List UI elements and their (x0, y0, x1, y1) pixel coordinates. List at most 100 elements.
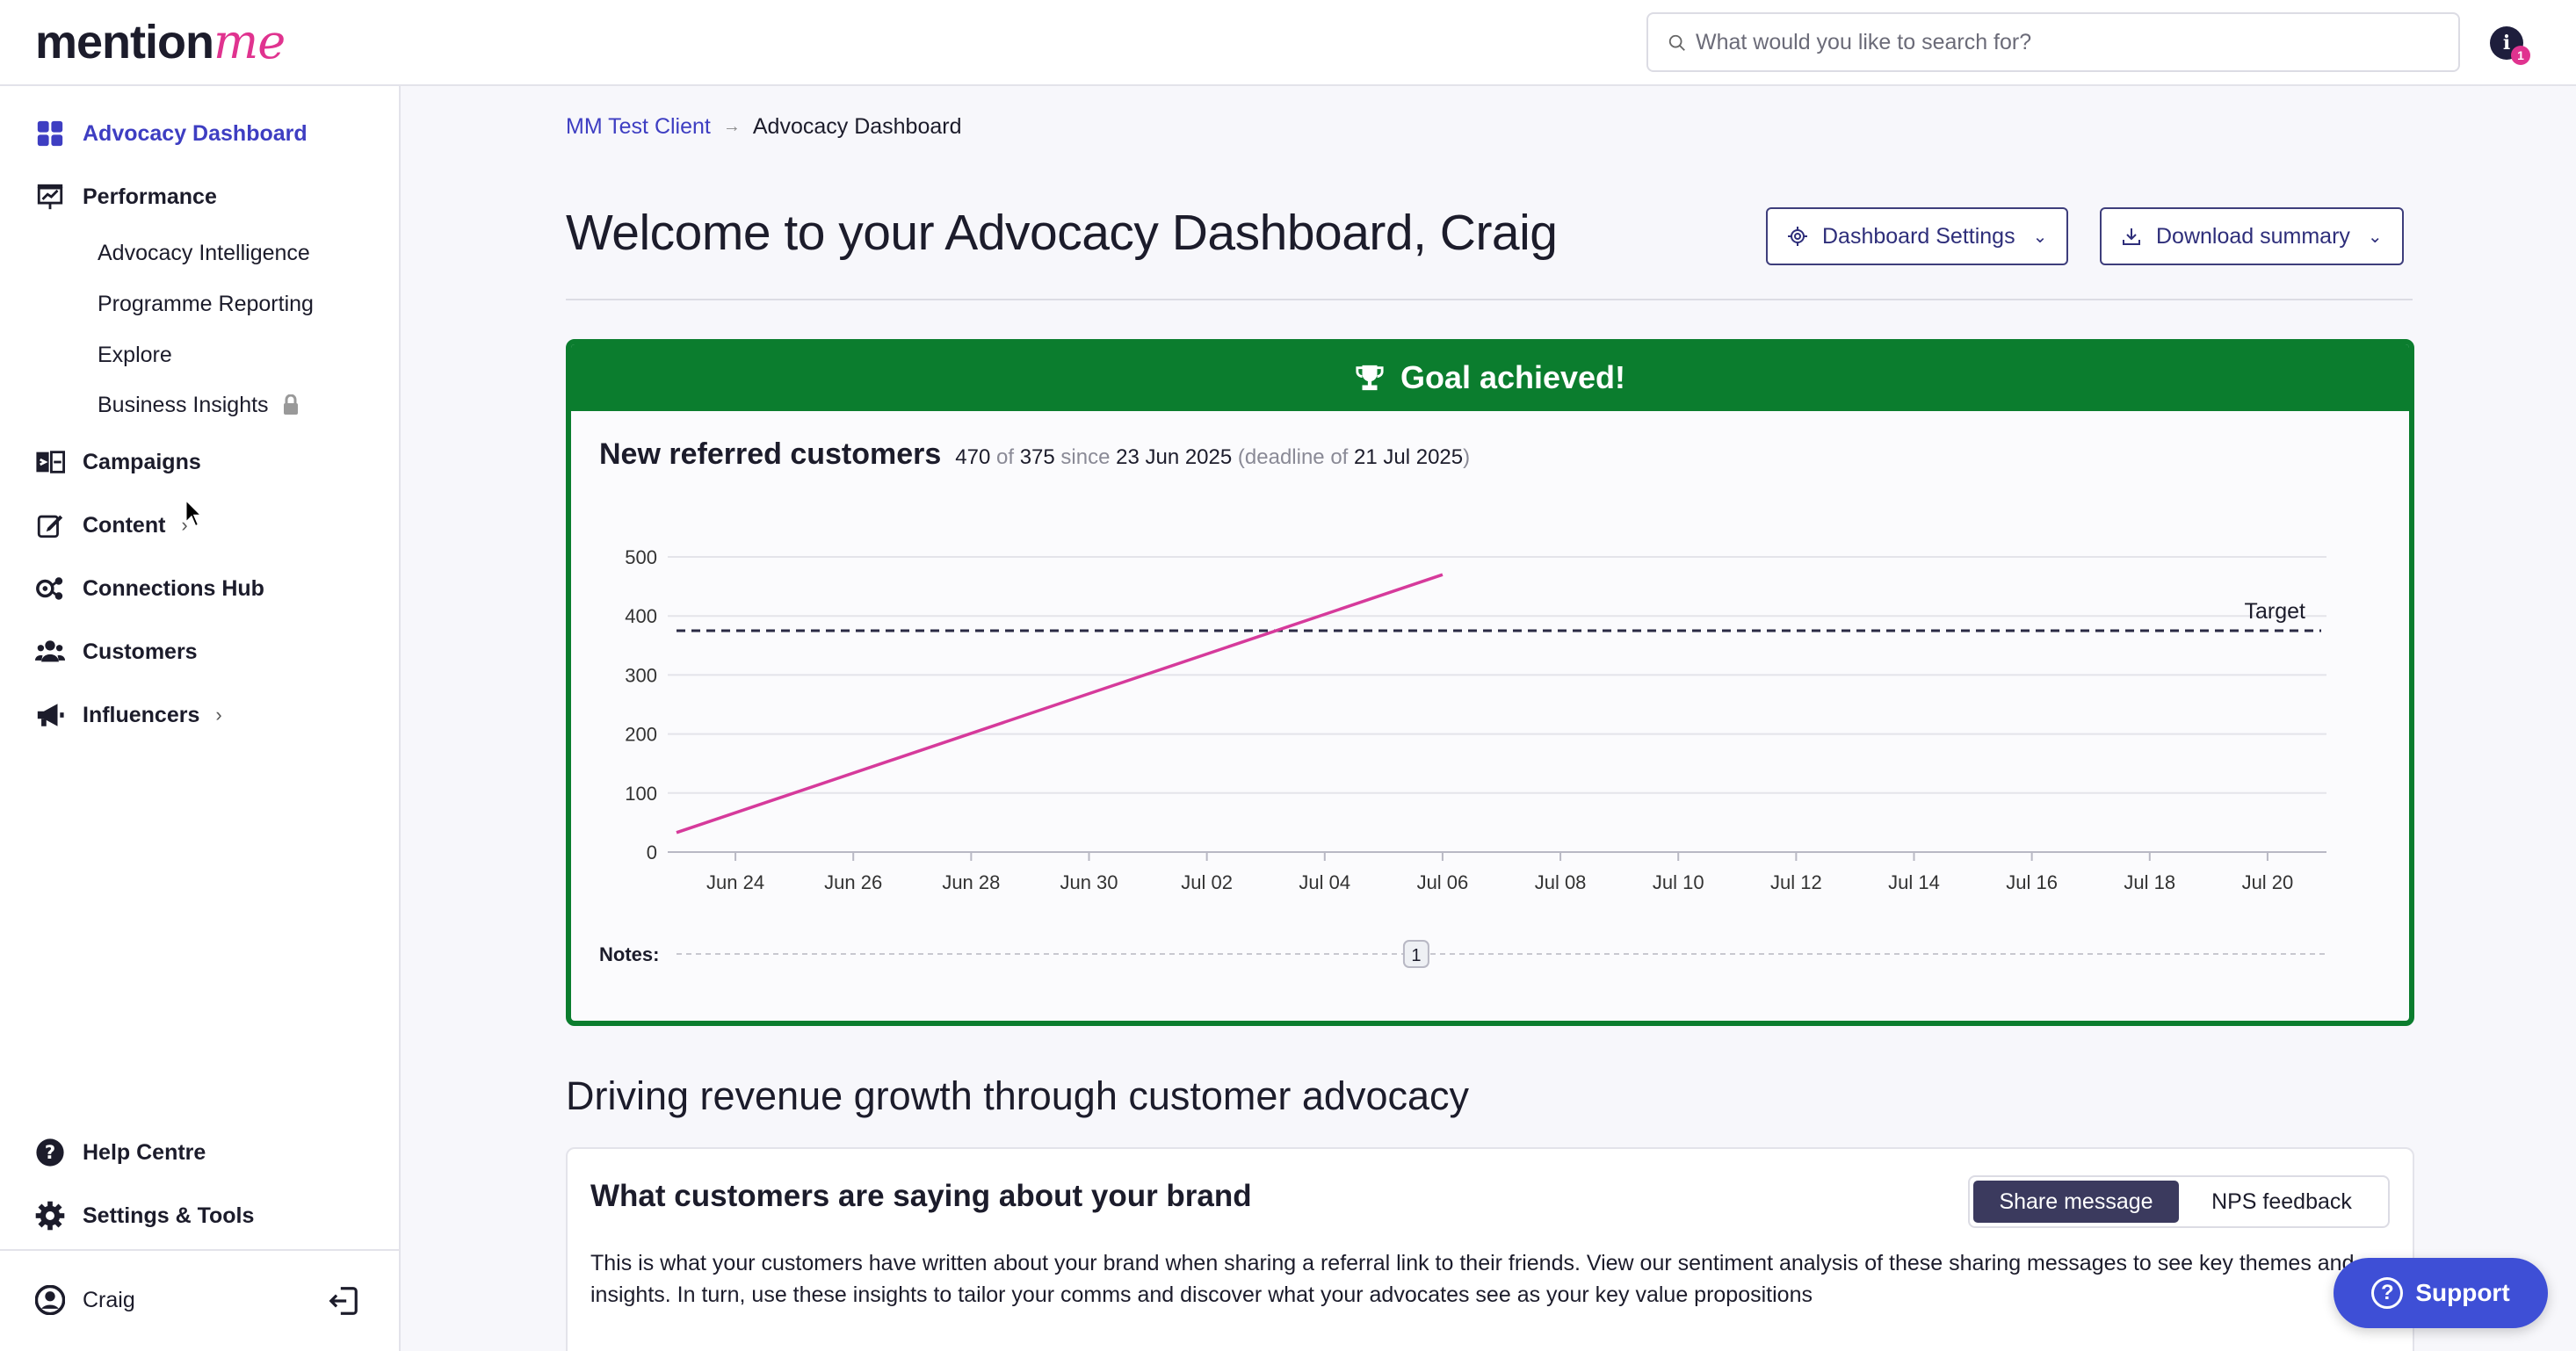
section-title: Driving revenue growth through customer … (566, 1073, 1470, 1118)
x-tick-label: Jul 16 (2006, 871, 2058, 893)
notification-count-badge: 1 (2511, 46, 2530, 65)
x-tick-label: Jul 20 (2242, 871, 2294, 893)
sidebar-item-label: Connections Hub (83, 575, 264, 601)
users-icon (35, 640, 65, 662)
sidebar-sub-advocacy-intelligence[interactable]: Advocacy Intelligence (98, 240, 310, 265)
logout-icon[interactable] (327, 1284, 360, 1318)
chevron-down-icon: ⌄ (2032, 227, 2048, 247)
y-tick-label: 200 (625, 724, 657, 746)
user-name: Craig (83, 1287, 135, 1312)
sidebar-item-label: Performance (83, 184, 217, 209)
toggle-nps-feedback[interactable]: NPS feedback (2211, 1188, 2352, 1214)
x-tick-label: Jul 10 (1653, 871, 1704, 893)
dashboard-settings-button[interactable]: Dashboard Settings ⌄ (1766, 207, 2069, 265)
sidebar-item-label: Advocacy Dashboard (83, 120, 308, 146)
search-box[interactable] (1646, 12, 2460, 72)
sidebar-sub-business-insights[interactable]: Business Insights (98, 387, 300, 423)
toggle-share-message[interactable]: Share message (1973, 1181, 2179, 1223)
x-tick-label: Jun 30 (1060, 871, 1118, 893)
sidebar-sub-programme-reporting[interactable]: Programme Reporting (98, 291, 314, 316)
trophy-icon (1356, 365, 1384, 391)
x-tick-label: Jun 28 (942, 871, 1000, 893)
x-tick-label: Jul 18 (2124, 871, 2175, 893)
download-icon (2123, 228, 2140, 245)
message-type-toggle: Share message NPS feedback (1968, 1175, 2390, 1228)
download-summary-button[interactable]: Download summary ⌄ (2100, 207, 2404, 265)
sidebar-sub-explore[interactable]: Explore (98, 342, 172, 367)
brand-card-description: This is what your customers have written… (590, 1251, 2355, 1307)
x-tick-label: Jul 12 (1770, 871, 1822, 893)
breadcrumb-parent-link[interactable]: MM Test Client (566, 114, 711, 139)
sidebar: Advocacy Dashboard Performance Advocacy … (0, 86, 401, 1351)
arrow-right-icon: → (722, 117, 741, 136)
sidebar-item-settings-tools[interactable]: Settings & Tools (35, 1196, 254, 1235)
mouse-cursor-icon (185, 499, 203, 527)
user-avatar-icon (35, 1285, 65, 1315)
title-divider (566, 299, 2413, 300)
sidebar-item-performance[interactable]: Performance (35, 177, 217, 216)
x-tick-label: Jul 04 (1299, 871, 1350, 893)
sidebar-item-influencers[interactable]: Influencers › (35, 696, 222, 734)
connections-icon (36, 577, 63, 600)
gear-outline-icon (1788, 227, 1807, 246)
metric-detail: 470 of 375 since 23 Jun 2025 (deadline o… (955, 445, 1471, 469)
support-button[interactable]: ? Support (2334, 1258, 2548, 1328)
sidebar-item-content[interactable]: Content › (35, 506, 188, 545)
goal-banner: Goal achieved! (571, 344, 2409, 411)
goal-card: Goal achieved! New referred customers 47… (566, 339, 2414, 1026)
page-title: Welcome to your Advocacy Dashboard, Crai… (566, 205, 1558, 261)
sidebar-item-connections-hub[interactable]: Connections Hub (35, 569, 264, 608)
sidebar-item-label: Settings & Tools (83, 1203, 255, 1228)
breadcrumb-current: Advocacy Dashboard (752, 114, 962, 139)
notes-label: Notes: (599, 943, 659, 965)
top-bar: mentionme i1 (0, 0, 2576, 86)
svg-text:?: ? (45, 1142, 55, 1164)
metric-summary: New referred customers 470 of 375 since … (599, 437, 1470, 472)
x-tick-label: Jul 02 (1181, 871, 1233, 893)
megaphone-icon (37, 704, 64, 726)
chevron-right-icon: › (215, 704, 222, 726)
x-tick-label: Jul 08 (1535, 871, 1587, 893)
sidebar-item-label: Influencers (83, 702, 200, 727)
chart-board-icon (37, 184, 63, 210)
sidebar-divider (0, 1249, 399, 1251)
gear-icon (35, 1201, 65, 1231)
x-tick-label: Jul 06 (1417, 871, 1469, 893)
sidebar-item-campaigns[interactable]: Campaigns (35, 443, 201, 481)
y-tick-label: 500 (625, 546, 657, 568)
x-tick-label: Jul 14 (1888, 871, 1940, 893)
breadcrumb: MM Test Client → Advocacy Dashboard (566, 114, 962, 140)
question-icon: ? (2371, 1277, 2404, 1309)
metric-title: New referred customers (599, 437, 942, 471)
y-tick-label: 100 (625, 783, 657, 805)
x-tick-label: Jun 24 (706, 871, 764, 893)
search-input[interactable] (1696, 23, 2442, 61)
search-icon (1668, 34, 1685, 51)
sidebar-item-label: Customers (83, 639, 198, 664)
referred-customers-chart: 0 100 200 300 400 500 Jun 24 Jun 26 Jun 28 Jun 30… (599, 546, 2326, 968)
sidebar-item-label: Help Centre (83, 1139, 206, 1165)
brand-sentiment-card: What customers are saying about your bra… (566, 1147, 2414, 1351)
sidebar-item-label: Campaigns (83, 449, 201, 474)
referred-customers-line (676, 573, 1444, 834)
note-marker (1402, 940, 1429, 968)
sidebar-user[interactable]: Craig (35, 1281, 135, 1319)
brand-card-title: What customers are saying about your bra… (590, 1179, 1252, 1213)
chevron-right-icon: › (181, 514, 188, 536)
y-tick-label: 0 (647, 842, 657, 863)
sidebar-item-advocacy-dashboard[interactable]: Advocacy Dashboard (35, 114, 308, 153)
lock-icon (283, 394, 298, 415)
sidebar-item-label: Content (83, 512, 166, 538)
mention-me-logo[interactable]: mentionme (35, 14, 286, 69)
sidebar-item-help-centre[interactable]: ? Help Centre (35, 1133, 206, 1172)
pencil-square-icon (37, 515, 63, 538)
help-icon: ? (36, 1138, 64, 1167)
chevron-down-icon: ⌄ (2367, 227, 2383, 247)
y-tick-label: 400 (625, 605, 657, 627)
note-marker-count: 1 (1411, 946, 1421, 965)
grid-icon (37, 120, 63, 147)
sidebar-item-customers[interactable]: Customers (35, 632, 198, 671)
campaigns-icon (36, 451, 65, 473)
target-label: Target (2245, 599, 2306, 624)
